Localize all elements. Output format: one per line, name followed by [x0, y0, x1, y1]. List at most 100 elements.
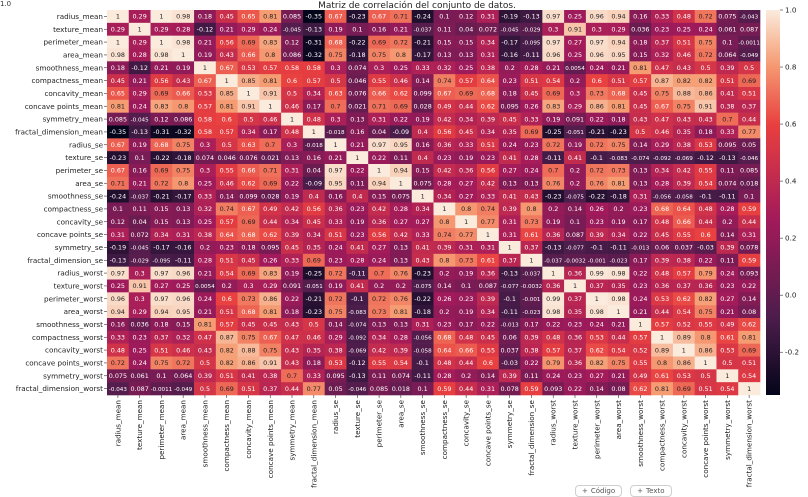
- cell-value-label: 0.46: [176, 346, 190, 354]
- heatmap-cell: [542, 99, 565, 113]
- cell-value-label: 0.57: [459, 77, 473, 85]
- cell-value-label: 0.11: [437, 26, 451, 34]
- heatmap-cell: [629, 112, 652, 126]
- heatmap-cell: [411, 10, 434, 24]
- heatmap-cell: [237, 10, 260, 24]
- cell-value-label: 0.25: [198, 180, 212, 188]
- cell-value-label: 0.81: [394, 308, 408, 316]
- heatmap-cell: [542, 138, 565, 152]
- cell-value-label: 0.42: [394, 231, 408, 239]
- heatmap-cell: [477, 112, 500, 126]
- add-text-button[interactable]: + Texto: [630, 485, 672, 497]
- cell-value-label: 0.44: [742, 218, 756, 226]
- cell-value-label: 0.075: [109, 372, 127, 380]
- heatmap-cell: [128, 138, 151, 152]
- cell-value-label: 0.72: [111, 359, 125, 367]
- add-code-button[interactable]: + Código: [575, 485, 623, 497]
- cell-value-label: 0.31: [503, 218, 517, 226]
- cell-value-label: -0.12: [697, 154, 714, 162]
- cell-value-label: 0.35: [307, 346, 321, 354]
- column-label: perimeter_se: [375, 399, 384, 447]
- cell-value-label: 0.48: [698, 205, 712, 213]
- cell-value-label: 1: [529, 257, 533, 265]
- cell-value-label: 0.72: [698, 51, 712, 59]
- cell-value-label: 0.81: [220, 103, 234, 111]
- heatmap-cell: [564, 99, 587, 113]
- cell-value-label: 0.085: [283, 13, 301, 21]
- cell-value-label: 0.49: [437, 103, 451, 111]
- heatmap-cell: [651, 125, 674, 139]
- cell-value-label: 0.86: [698, 90, 712, 98]
- cell-value-label: 0.13: [394, 257, 408, 265]
- cell-value-label: 0.036: [631, 26, 649, 34]
- cell-value-label: 0.1: [156, 372, 166, 380]
- cell-value-label: 0.99: [546, 295, 560, 303]
- cell-value-label: 0.12: [285, 38, 299, 46]
- heatmap-cell: [738, 112, 761, 126]
- cell-value-label: 0.68: [241, 231, 255, 239]
- heatmap-cell: [498, 125, 521, 139]
- cell-value-label: 0.19: [546, 115, 560, 123]
- heatmap-cell: [281, 35, 304, 49]
- cell-value-label: 0.96: [590, 51, 604, 59]
- heatmap-cell: [455, 10, 478, 24]
- cell-value-label: 0.091: [283, 282, 301, 290]
- heatmap-cell: [215, 48, 238, 62]
- cell-value-label: 0.22: [742, 282, 756, 290]
- cell-value-label: 0.57: [633, 334, 647, 342]
- column-label: texture_se: [353, 399, 362, 437]
- cell-value-label: -0.16: [501, 51, 518, 59]
- heatmap-cell: [716, 35, 739, 49]
- cell-value-label: 0.14: [328, 321, 342, 329]
- cell-value-label: 0.18: [698, 128, 712, 136]
- heatmap-cell: [281, 61, 304, 75]
- cell-value-label: 0.76: [546, 180, 560, 188]
- cell-value-label: 0.37: [524, 244, 538, 252]
- cell-value-label: 0.046: [348, 77, 366, 85]
- heatmap-cell: [477, 99, 500, 113]
- cell-value-label: 0.17: [263, 128, 277, 136]
- cell-value-label: 0.75: [154, 359, 168, 367]
- cell-value-label: 0.15: [154, 218, 168, 226]
- cell-value-label: 0.61: [481, 257, 495, 265]
- cell-value-label: 0.22: [524, 359, 538, 367]
- cell-value-label: -0.1: [503, 295, 515, 303]
- cell-value-label: -0.075: [414, 284, 432, 290]
- cell-value-label: 0.31: [176, 231, 190, 239]
- cell-value-label: -0.046: [348, 387, 366, 393]
- cell-value-label: 0.96: [546, 51, 560, 59]
- cell-value-label: 0.69: [241, 218, 255, 226]
- cell-value-label: 0.19: [546, 218, 560, 226]
- heatmap-cell: [651, 22, 674, 36]
- cell-value-label: 0.29: [263, 282, 277, 290]
- cell-value-label: 0.11: [524, 372, 538, 380]
- heatmap-cell: [150, 10, 173, 24]
- cell-value-label: 0.64: [437, 346, 451, 354]
- cell-value-label: 0.61: [720, 334, 734, 342]
- heatmap-cell: [564, 125, 587, 139]
- cell-value-label: 0.26: [263, 257, 277, 265]
- cell-value-label: 0.57: [198, 103, 212, 111]
- cell-value-label: 0.69: [154, 167, 168, 175]
- heatmap-cell: [542, 61, 565, 75]
- heatmap-cell: [498, 10, 521, 24]
- column-label: radius_worst: [549, 400, 558, 446]
- cell-value-label: 0.6: [222, 295, 232, 303]
- heatmap-cell: [542, 151, 565, 165]
- cell-value-label: 0.4: [418, 154, 428, 162]
- column-label: radius_se: [331, 399, 340, 434]
- cell-value-label: 0.34: [307, 231, 321, 239]
- heatmap-cell: [302, 10, 325, 24]
- cell-value-label: -0.17: [414, 51, 431, 59]
- heatmap-cell: [107, 35, 130, 49]
- cell-value-label: 0.13: [394, 244, 408, 252]
- cell-value-label: 0.26: [524, 103, 538, 111]
- cell-value-label: 0.43: [220, 51, 234, 59]
- cell-value-label: 0.24: [198, 295, 212, 303]
- cell-value-label: -0.24: [414, 13, 431, 21]
- cell-value-label: -0.046: [740, 156, 758, 162]
- cell-value-label: 0.33: [416, 231, 430, 239]
- cell-value-label: 0.22: [698, 257, 712, 265]
- cell-value-label: 0.62: [394, 90, 408, 98]
- heatmap-cell: [128, 10, 151, 24]
